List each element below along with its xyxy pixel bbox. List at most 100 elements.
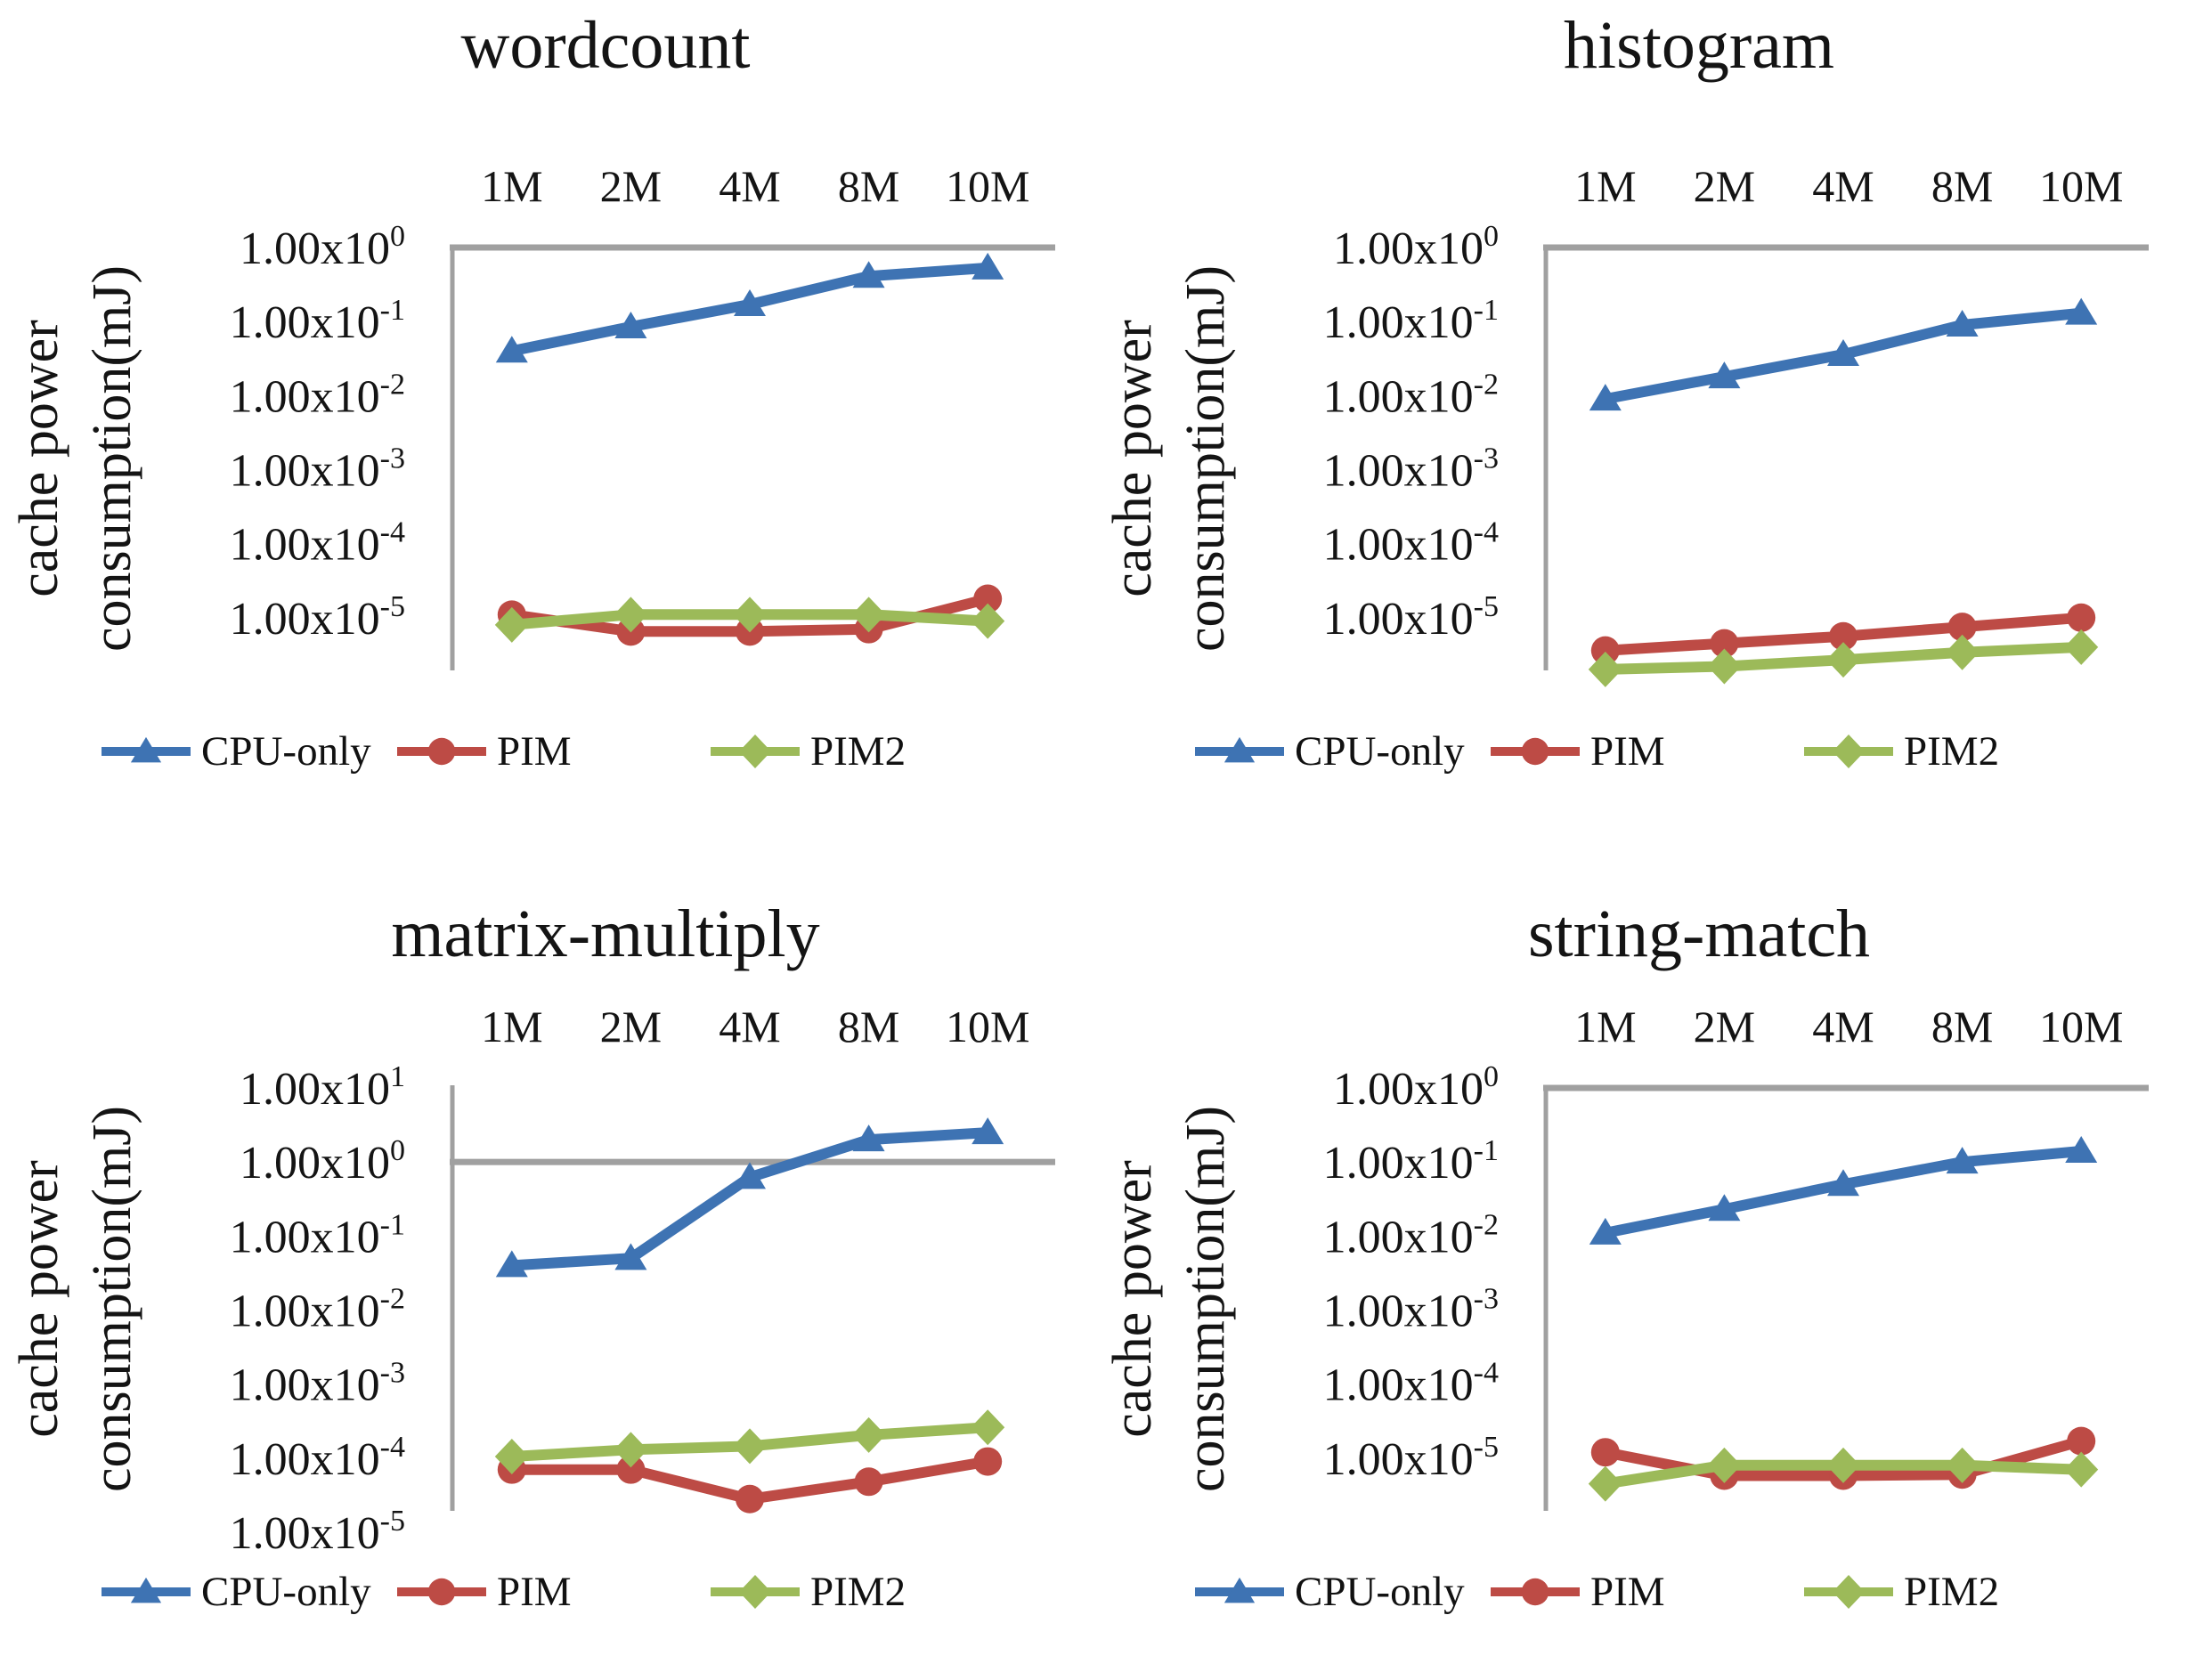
- plot-area: cache power consumption(mJ) 1.00x100 1.00x1…: [9, 161, 1055, 670]
- marker-triangle-icon: [1589, 384, 1622, 411]
- y-tick-label: 1.00x10-1: [230, 1208, 405, 1262]
- x-axis-line: [1543, 244, 2149, 251]
- chart-wordcount: wordcount cache power consumption(mJ) 1.00…: [0, 0, 1094, 840]
- marker-diamond-icon: [1707, 1447, 1742, 1483]
- marker-circle-icon: [736, 1484, 764, 1514]
- y-axis-line: [1543, 245, 1549, 670]
- y-axis-title-line: consumption(mJ): [82, 1106, 142, 1492]
- x-tick-label: 8M: [838, 161, 899, 211]
- marker-circle-icon: [1829, 621, 1858, 651]
- y-tick-label: 1.00x10-3: [1323, 442, 1499, 496]
- marker-diamond-icon: [851, 1416, 886, 1453]
- plot-area: cache power consumption(mJ) 1.00x101 1.00x1…: [9, 1002, 1055, 1559]
- marker-triangle-icon: [614, 1243, 647, 1270]
- marker-circle-icon: [2067, 1426, 2096, 1456]
- marker-diamond-icon: [1588, 651, 1622, 687]
- y-tick-label: 1.00x100: [1333, 1060, 1499, 1115]
- y-axis-title-line: cache power: [1102, 320, 1163, 597]
- x-tick-label: 2M: [600, 1002, 662, 1051]
- plot-area: cache power consumption(mJ) 1.00x100 1.00x1…: [1102, 1002, 2149, 1511]
- marker-triangle-icon: [2065, 297, 2098, 325]
- y-tick-label: 1.00x10-4: [230, 516, 405, 571]
- marker-triangle-icon: [1946, 1147, 1979, 1174]
- marker-diamond-icon: [1945, 634, 1980, 670]
- x-tick-label: 1M: [1574, 1002, 1636, 1051]
- marker-diamond-icon: [614, 597, 648, 633]
- y-tick-label: 1.00x10-2: [1323, 1208, 1499, 1262]
- marker-diamond-icon: [1826, 642, 1860, 678]
- marker-circle-icon: [1590, 1438, 1620, 1467]
- y-tick-label: 1.00x10-5: [230, 590, 405, 645]
- marker-circle-icon: [973, 584, 1003, 613]
- y-tick-label: 1.00x10-4: [1323, 516, 1499, 571]
- series-line-cpu-only: [506, 1127, 994, 1271]
- y-tick-label: 1.00x100: [240, 1134, 405, 1189]
- y-tick-label: 1.00x10-5: [1323, 590, 1499, 645]
- marker-triangle-icon: [614, 312, 647, 339]
- marker-diamond-icon: [2064, 629, 2099, 665]
- y-tick-label: 1.00x10-3: [230, 1357, 405, 1411]
- y-tick-label: 1.00x10-3: [230, 442, 405, 496]
- x-tick-label: 1M: [481, 1002, 542, 1051]
- x-tick-label: 4M: [719, 1002, 780, 1051]
- marker-triangle-icon: [2065, 1136, 2098, 1164]
- y-tick-label: 1.00x10-1: [1323, 1134, 1499, 1189]
- chart-matrix-multiply: matrix-multiply cache power consumption(m…: [0, 840, 1094, 1680]
- y-tick-label: 1.00x101: [240, 1060, 405, 1115]
- x-tick-label: 1M: [481, 161, 542, 211]
- marker-circle-icon: [854, 1467, 883, 1497]
- y-tick-label: 1.00x10-5: [1323, 1431, 1499, 1485]
- chart-title: wordcount: [460, 8, 751, 83]
- y-tick-label: 1.00x10-3: [1323, 1282, 1499, 1336]
- marker-triangle-icon: [1946, 309, 1979, 337]
- y-axis-line: [1543, 1085, 1549, 1511]
- marker-circle-icon: [616, 1455, 646, 1484]
- x-tick-label: 8M: [1931, 161, 1993, 211]
- marker-triangle-icon: [734, 1162, 766, 1189]
- marker-triangle-icon: [1708, 1194, 1741, 1221]
- marker-diamond-icon: [1945, 1447, 1980, 1483]
- marker-diamond-icon: [733, 597, 767, 633]
- chart-title: matrix-multiply: [391, 897, 820, 971]
- y-tick-label: 1.00x10-4: [230, 1431, 405, 1485]
- y-tick-label: 1.00x10-4: [1323, 1357, 1499, 1411]
- y-axis-line: [450, 245, 455, 670]
- marker-circle-icon: [1710, 629, 1739, 658]
- plot-area: cache power consumption(mJ) 1.00x100 1.00x1…: [1102, 161, 2149, 687]
- x-tick-label: 2M: [1694, 161, 1755, 211]
- y-tick-label: 1.00x10-2: [1323, 368, 1499, 422]
- marker-diamond-icon: [614, 1432, 648, 1468]
- x-axis-line: [450, 1158, 1055, 1165]
- x-axis-line: [450, 244, 1055, 251]
- marker-diamond-icon: [733, 1428, 767, 1465]
- y-axis-line: [450, 1085, 455, 1511]
- chart-histogram: histogram cache power consumption(mJ) 1.00…: [1094, 0, 2187, 840]
- marker-triangle-icon: [1827, 1169, 1859, 1197]
- marker-diamond-icon: [494, 606, 529, 643]
- x-tick-label: 2M: [600, 161, 662, 211]
- chart-title: histogram: [1564, 8, 1834, 83]
- x-tick-label: 4M: [1812, 1002, 1874, 1051]
- marker-circle-icon: [1590, 636, 1620, 665]
- x-tick-label: 10M: [946, 1002, 1029, 1051]
- marker-circle-icon: [1947, 613, 1977, 642]
- marker-diamond-icon: [1588, 1465, 1622, 1502]
- x-tick-label: 10M: [2039, 161, 2123, 211]
- marker-triangle-icon: [852, 261, 885, 288]
- x-tick-label: 4M: [1812, 161, 1874, 211]
- y-axis-title-line: cache power: [9, 320, 69, 597]
- y-axis-title-line: consumption(mJ): [1175, 265, 1236, 652]
- y-axis-title-line: cache power: [9, 1160, 69, 1438]
- y-tick-label: 1.00x100: [240, 220, 405, 274]
- y-tick-label: 1.00x10-1: [230, 294, 405, 348]
- y-tick-label: 1.00x10-1: [1323, 294, 1499, 348]
- x-tick-label: 1M: [1574, 161, 1636, 211]
- marker-triangle-icon: [972, 1117, 1004, 1145]
- marker-diamond-icon: [851, 597, 886, 633]
- marker-diamond-icon: [971, 1409, 1005, 1446]
- marker-diamond-icon: [2064, 1451, 2099, 1488]
- marker-diamond-icon: [971, 603, 1005, 639]
- x-tick-label: 2M: [1694, 1002, 1755, 1051]
- x-axis-line: [1543, 1084, 2149, 1092]
- x-tick-label: 8M: [838, 1002, 899, 1051]
